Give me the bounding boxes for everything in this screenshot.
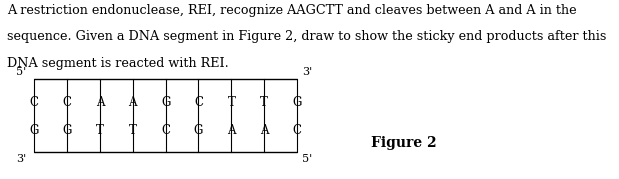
Text: Figure 2: Figure 2 [371, 136, 437, 150]
Text: C: C [63, 96, 71, 108]
Text: A restriction endonuclease, REI, recognize AAGCTT and cleaves between A and A in: A restriction endonuclease, REI, recogni… [7, 4, 577, 17]
Text: G: G [63, 124, 72, 137]
Text: T: T [96, 124, 104, 137]
Text: sequence. Given a DNA segment in Figure 2, draw to show the sticky end products : sequence. Given a DNA segment in Figure … [7, 30, 607, 43]
Text: T: T [227, 96, 235, 108]
Text: C: C [161, 124, 170, 137]
Text: A: A [227, 124, 236, 137]
Text: 3': 3' [16, 154, 27, 164]
Text: T: T [129, 124, 137, 137]
Text: A: A [129, 96, 137, 108]
Text: 3': 3' [302, 67, 313, 77]
Text: T: T [261, 96, 268, 108]
Text: DNA segment is reacted with REI.: DNA segment is reacted with REI. [7, 57, 229, 70]
Text: 5': 5' [16, 67, 27, 77]
Text: 5': 5' [302, 154, 313, 164]
Text: G: G [194, 124, 203, 137]
Text: C: C [30, 96, 38, 108]
Text: C: C [194, 96, 203, 108]
Text: G: G [161, 96, 170, 108]
Text: A: A [95, 96, 104, 108]
Text: G: G [292, 96, 302, 108]
Text: C: C [293, 124, 301, 137]
Text: G: G [29, 124, 39, 137]
Text: A: A [260, 124, 269, 137]
